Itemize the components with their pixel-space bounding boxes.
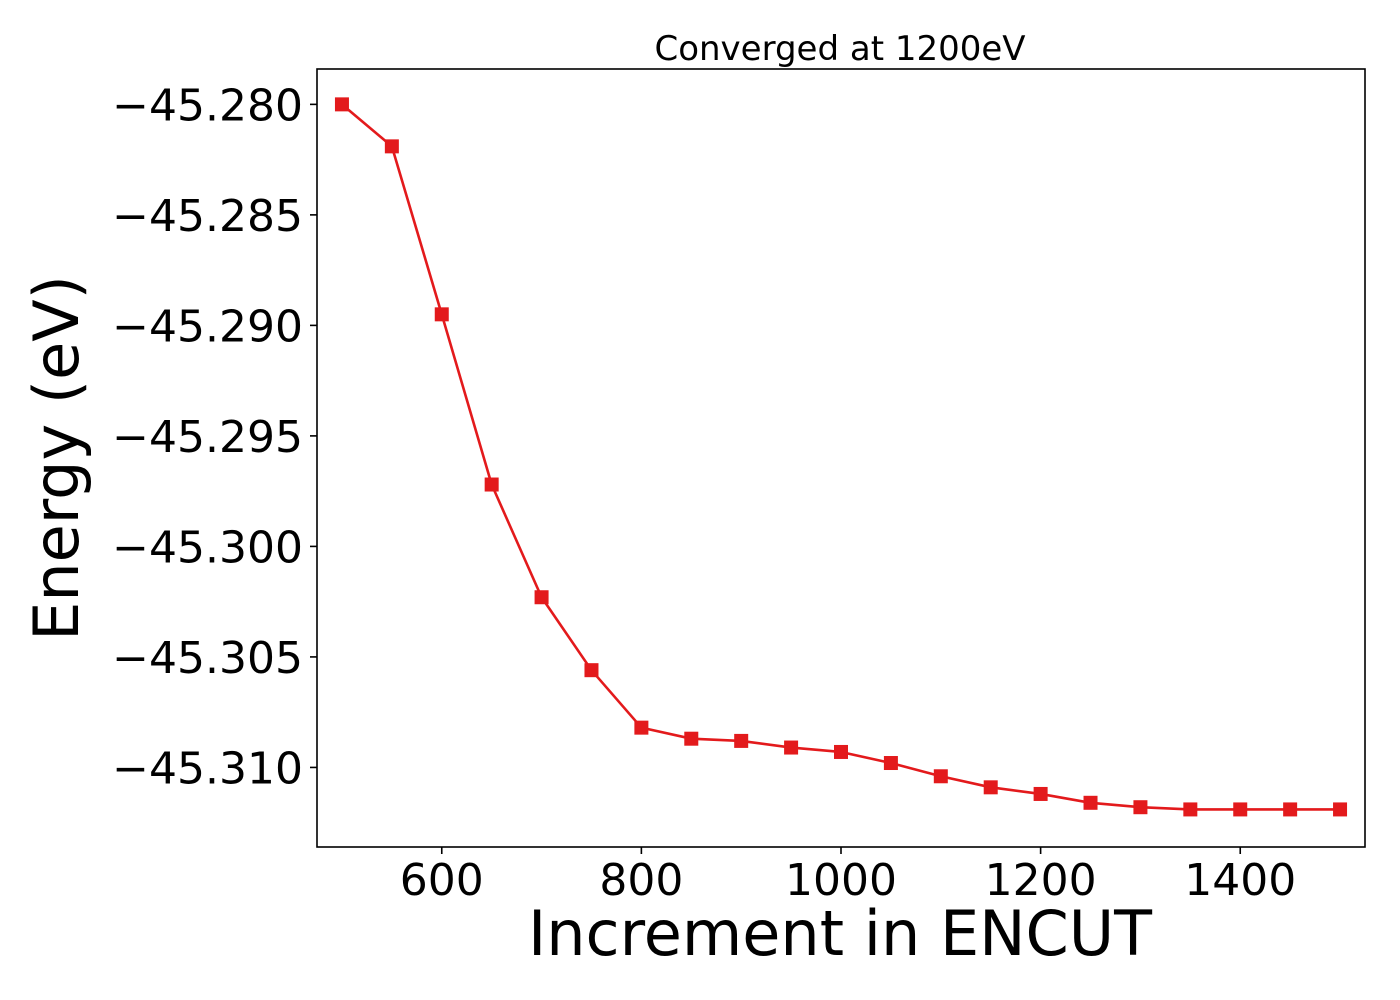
data-point-marker xyxy=(1083,795,1098,810)
data-point-marker xyxy=(983,780,998,795)
x-tick-label: 1400 xyxy=(1184,855,1296,906)
x-tick-label: 800 xyxy=(599,855,683,906)
data-point-marker xyxy=(434,307,449,322)
series-layer xyxy=(334,97,1348,817)
plot-area xyxy=(316,68,1366,848)
data-point-marker xyxy=(1233,802,1248,817)
data-point-marker xyxy=(1033,786,1048,801)
data-point-marker xyxy=(1333,802,1348,817)
y-axis-label: Energy (eV) xyxy=(20,275,93,641)
data-point-marker xyxy=(334,97,349,112)
data-point-marker xyxy=(883,756,898,771)
y-tick-label: −45.300 xyxy=(112,522,303,573)
x-tick-label: 600 xyxy=(400,855,484,906)
y-axis-ticks: −45.280 −45.285 −45.290 −45.295 −45.300 −45.3… xyxy=(112,80,317,794)
y-tick-label: −45.305 xyxy=(112,633,303,684)
data-point-marker xyxy=(684,731,699,746)
data-point-marker xyxy=(834,744,848,759)
data-point-marker xyxy=(384,139,399,154)
data-point-marker xyxy=(1133,800,1148,815)
y-tick-label: −45.310 xyxy=(112,743,303,794)
data-point-marker xyxy=(1183,802,1198,817)
data-point-marker xyxy=(484,477,499,492)
chart-title: Converged at 1200eV xyxy=(654,29,1025,69)
x-tick-label: 1200 xyxy=(985,855,1097,906)
y-tick-label: −45.295 xyxy=(112,412,303,463)
data-point-marker xyxy=(534,590,549,605)
y-tick-label: −45.280 xyxy=(112,80,303,131)
y-tick-label: −45.290 xyxy=(112,301,303,352)
x-axis-label: Increment in ENCUT xyxy=(528,897,1153,970)
x-axis-ticks: 600 800 1000 1200 1400 xyxy=(400,847,1296,906)
data-point-marker xyxy=(584,663,599,678)
data-point-marker xyxy=(634,720,649,735)
data-point-marker xyxy=(1283,802,1298,817)
data-point-marker xyxy=(933,769,948,784)
data-point-marker xyxy=(784,740,799,755)
y-tick-label: −45.285 xyxy=(112,191,303,242)
x-tick-label: 1000 xyxy=(785,855,897,906)
series-line xyxy=(341,103,1341,811)
data-point-marker xyxy=(734,733,749,748)
